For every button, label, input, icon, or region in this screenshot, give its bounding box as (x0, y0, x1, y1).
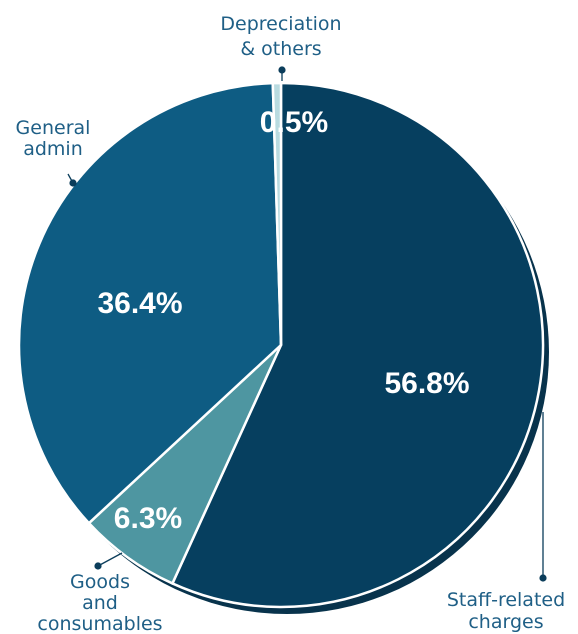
slice-value-label: 56.8% (384, 367, 469, 400)
leader-line (97, 552, 123, 567)
slice-value-label: 36.4% (97, 287, 182, 320)
pie-slices (17, 81, 545, 609)
label-line: General (16, 117, 91, 139)
leader-lines (67, 66, 547, 582)
label-line: Goods (70, 571, 130, 593)
leader-dot (539, 574, 547, 582)
slice-category-label: Staff-related charges (447, 589, 565, 633)
label-line: & others (240, 38, 321, 60)
label-line: Depreciation (220, 13, 341, 35)
slice-value-labels: 56.8% 6.3% 36.4% 0.5% (97, 106, 469, 535)
label-line: consumables (37, 613, 162, 634)
leader-dot (69, 179, 77, 187)
label-line: admin (23, 138, 83, 160)
slice-value-label: 6.3% (114, 502, 182, 535)
pie-slice-general-admin (17, 81, 283, 525)
slice-category-label: Goods and consumables (37, 571, 162, 634)
slice-category-label: Depreciation & others (220, 13, 341, 60)
label-line: Staff-related (447, 589, 565, 611)
slice-category-label: General admin (16, 117, 91, 160)
leader-dot (94, 562, 102, 570)
slice-value-label: 0.5% (260, 106, 328, 139)
leader-dot (278, 66, 286, 74)
pie-slice-depreciation-and-others (271, 81, 283, 347)
label-line: charges (468, 611, 543, 633)
pie-slice-staff-related-charges (171, 81, 545, 609)
label-line: and (82, 592, 118, 614)
